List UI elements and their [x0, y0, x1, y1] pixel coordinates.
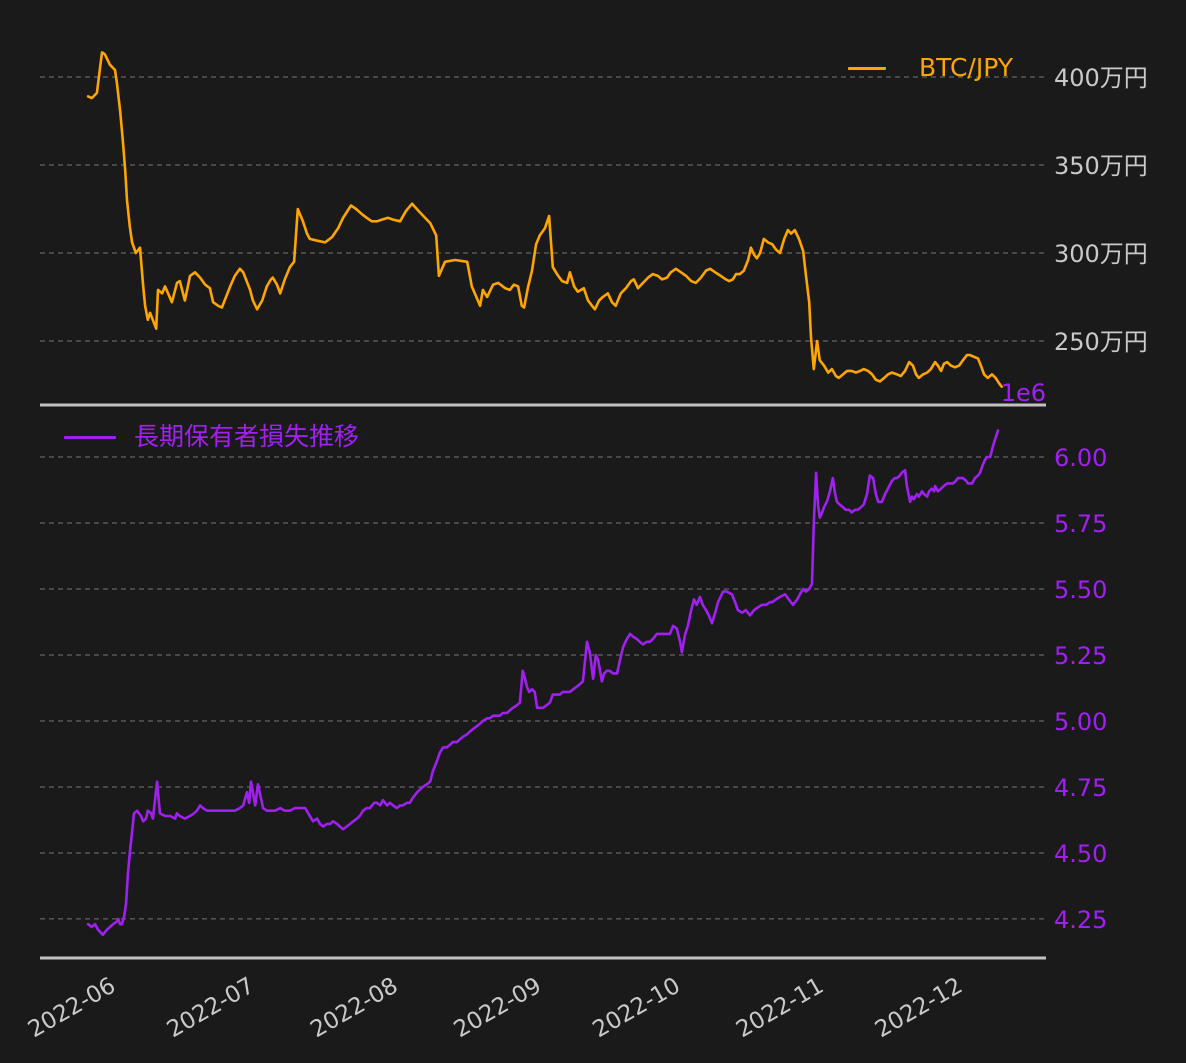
bottom-ytick-label: 5.25 — [1054, 642, 1107, 670]
bottom-ytick-label: 4.50 — [1054, 840, 1107, 868]
btcjpy-line-swatch — [848, 66, 886, 70]
legend-btcjpy: BTC/JPY — [848, 55, 1013, 81]
x-tick-label: 2022-07 — [163, 973, 259, 1044]
top-ytick-label: 300万円 — [1054, 240, 1148, 268]
bottom-ytick-label: 5.50 — [1054, 576, 1107, 604]
btcjpy-line — [86, 51, 1003, 388]
holder-loss-line — [86, 429, 1000, 937]
y-axis-multiplier-label: 1e6 — [1000, 379, 1046, 407]
x-tick-label: 2022-10 — [589, 973, 685, 1044]
legend-holder-loss: 長期保有者損失推移 — [64, 424, 359, 450]
top-ytick-label: 350万円 — [1054, 152, 1148, 180]
bottom-ytick-label: 4.25 — [1054, 906, 1107, 934]
legend-holder-loss-label: 長期保有者損失推移 — [134, 422, 360, 451]
bottom-ytick-label: 6.00 — [1054, 444, 1107, 472]
x-tick-label: 2022-09 — [450, 973, 546, 1044]
bottom-ytick-label: 4.75 — [1054, 774, 1107, 802]
holder-loss-line-swatch — [64, 435, 116, 439]
top-ytick-label: 400万円 — [1054, 64, 1148, 92]
top-ytick-label: 250万円 — [1054, 328, 1148, 356]
x-tick-label: 2022-12 — [871, 973, 967, 1044]
legend-btcjpy-label: BTC/JPY — [919, 53, 1014, 82]
x-tick-label: 2022-08 — [306, 973, 402, 1044]
x-tick-label: 2022-06 — [24, 973, 120, 1044]
x-tick-label: 2022-11 — [732, 973, 828, 1044]
bottom-ytick-label: 5.00 — [1054, 708, 1107, 736]
bottom-ytick-label: 5.75 — [1054, 510, 1107, 538]
